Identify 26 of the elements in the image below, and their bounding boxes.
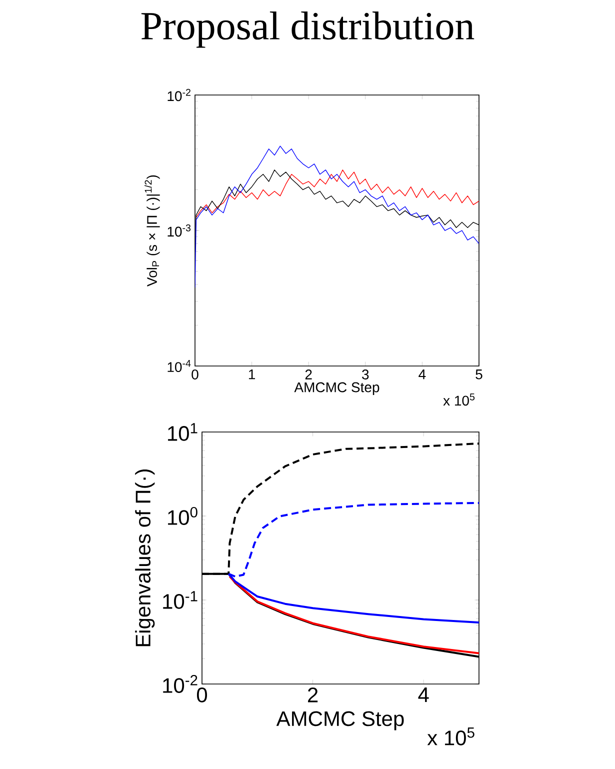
line-series — [228, 576, 479, 654]
chart-title: Proposal distribution — [141, 12, 474, 48]
x-tick-label: 4 — [418, 370, 426, 380]
x-tick-label: 2 — [308, 688, 318, 702]
y-tick-label: 10$^{-1}$ — [163, 591, 198, 609]
x-tick-label: 0 — [192, 370, 198, 380]
text: x 10$^{5}$ — [427, 728, 474, 746]
y-tick-label: 10$^{-4}$ — [168, 360, 191, 372]
y-tick-label: 10$^{0}$ — [168, 507, 198, 525]
line-series — [196, 170, 479, 218]
x-tick-label: 1 — [248, 370, 256, 380]
y-tick-label: 10$^{-2}$ — [168, 88, 190, 102]
x-tick-label: 5 — [476, 370, 482, 380]
x-tick-label: 3 — [362, 370, 369, 380]
x-tick-label: 4 — [418, 688, 429, 702]
y-axis-title: Vol$_{P}$ (s × |Π (·)|$^{1/2}$) — [144, 175, 160, 286]
x-tick-label: 2 — [305, 370, 312, 380]
text: x 10$^{5}$ — [443, 394, 475, 406]
y-tick-label: 10$^{-2}$ — [163, 675, 198, 693]
y-tick-label: 10$^{-3}$ — [168, 224, 191, 237]
y-axis-title: Eigenvalues of Π(·) — [135, 469, 155, 646]
y-tick-label: 10$^{1}$ — [168, 423, 198, 441]
x-axis-title: AMCMC Step — [294, 382, 380, 395]
x-tick-label: 0 — [196, 688, 208, 702]
x-axis-title: AMCMC Step — [276, 711, 404, 730]
line-series — [195, 146, 479, 288]
